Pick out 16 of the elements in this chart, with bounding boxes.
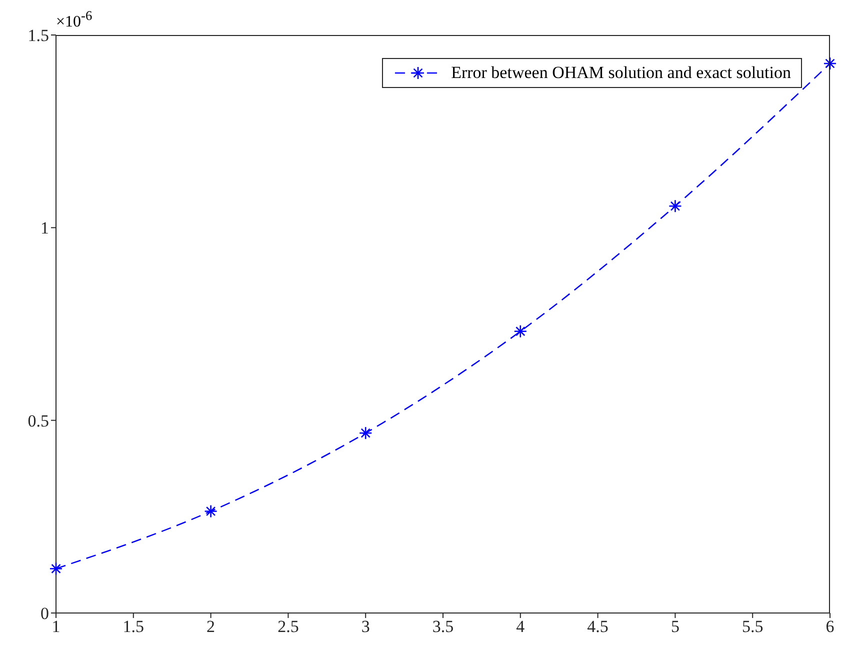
y-tick-label: 1 [40,218,49,238]
y-tick-label: 0.5 [28,411,49,430]
x-tick-label: 2 [206,617,216,636]
x-tick-label: 6 [826,617,834,636]
x-tick-label: 4 [516,617,526,636]
x-tick-label: 3 [361,617,370,636]
legend-label: Error between OHAM solution and exact solution [451,63,791,83]
x-tick-label: 4.5 [587,617,608,636]
text: ×10$^{-6}$ [56,8,92,32]
y-tick-label: 0 [40,604,49,624]
x-tick-label: 2.5 [278,617,299,636]
x-tick-label: 5.5 [742,617,764,636]
y-tick-label: 1.5 [28,26,49,46]
x-tick-label: 1.5 [122,617,144,636]
x-tick-label: 5 [670,617,680,636]
x-tick-label: 3.5 [432,617,454,636]
